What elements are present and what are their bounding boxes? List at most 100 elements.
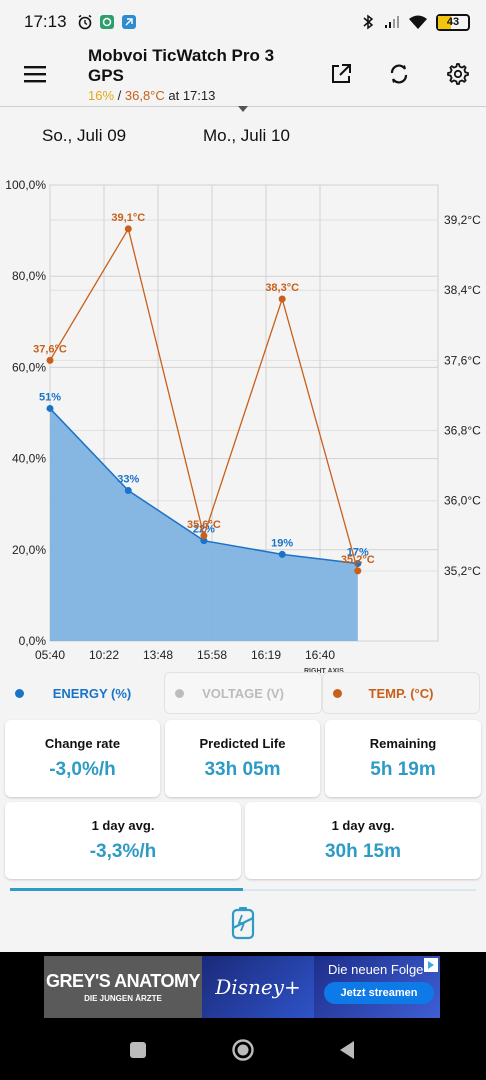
date-label-2[interactable]: Mo., Juli 10	[203, 126, 290, 145]
signal-icon	[385, 16, 399, 28]
back-button[interactable]	[333, 1036, 361, 1064]
energy-data-label: 51%	[39, 391, 61, 403]
legend-energy[interactable]: ENERGY (%)	[4, 672, 162, 714]
legend-temp-dot	[333, 688, 342, 698]
y-tick-left: 20,0%	[12, 543, 46, 557]
status-time: 17:13	[24, 12, 67, 31]
ad-brand-logo: Disney+	[215, 975, 301, 999]
legend-temp[interactable]: TEMP. (°C)	[322, 672, 480, 714]
x-tick: 16:19	[251, 648, 281, 662]
energy-data-label: 33%	[117, 474, 139, 486]
legend-energy-label: ENERGY (%)	[52, 685, 132, 701]
battery-tab-icon[interactable]	[230, 906, 256, 940]
back-icon	[340, 1041, 354, 1059]
recents-button[interactable]	[124, 1036, 152, 1064]
tab-indicator-active[interactable]	[10, 888, 243, 891]
date-label-1[interactable]: So., Juli 09	[42, 126, 127, 145]
device-title: Mobvoi TicWatch Pro 3 GPS	[88, 45, 275, 85]
page-tabs	[10, 888, 476, 892]
chart-svg: 100,0% 80,0% 60,0% 40,0% 20,0% 0,0% 39,2°C 38,4…	[5, 178, 481, 662]
status-notification-icons	[77, 14, 137, 30]
stat-label: 1 day avg.	[91, 818, 155, 833]
system-nav-bar	[0, 1020, 486, 1080]
battery-fill	[438, 15, 451, 29]
battery-level: 43	[446, 16, 460, 28]
open-external-button[interactable]	[312, 44, 370, 104]
temp-data-label: 37,6°C	[33, 343, 67, 355]
temp-data-label: 39,1°C	[111, 212, 145, 224]
energy-data-label: 19%	[271, 537, 293, 549]
y-tick-right: 36,8°C	[444, 424, 481, 438]
stat-label: Predicted Life	[199, 736, 286, 751]
energy-point	[46, 404, 54, 412]
x-tick: 05:40	[35, 648, 65, 662]
stat-value: 33h 05m	[204, 759, 281, 780]
ad-show-title: GREY'S ANATOMY	[46, 971, 200, 991]
x-tick: 15:58	[197, 648, 227, 662]
temp-point	[124, 225, 132, 233]
settings-button[interactable]	[428, 44, 486, 104]
stat-card-change-rate: Change rate -3,0%/h	[5, 720, 160, 797]
energy-point	[124, 487, 132, 495]
refresh-button[interactable]	[370, 44, 428, 104]
date-row: So., Juli 09 Mo., Juli 10	[0, 120, 486, 154]
stat-value: -3,0%/h	[49, 759, 116, 780]
wifi-icon	[409, 15, 427, 29]
home-button[interactable]	[229, 1036, 257, 1064]
ad-cta-button[interactable]: Jetzt streamen	[324, 982, 434, 1004]
legend-energy-dot	[15, 688, 24, 698]
gear-icon	[447, 63, 469, 85]
stat-card-day-avg-rate: 1 day avg. -3,3%/h	[5, 802, 241, 879]
battery-chart[interactable]: 100,0% 80,0% 60,0% 40,0% 20,0% 0,0% 39,2°C 38,4…	[0, 170, 486, 665]
app-notification-icon-2	[121, 15, 136, 29]
x-tick: 13:48	[143, 648, 173, 662]
temp-point	[200, 532, 208, 540]
x-tick: 10:22	[89, 648, 119, 662]
stat-card-remaining: Remaining 5h 19m	[325, 720, 481, 797]
x-tick: 16:40	[305, 648, 335, 662]
temp-data-label: 35,6°C	[187, 519, 221, 531]
ad-brand-panel: Disney+	[202, 956, 314, 1018]
ad-show-panel: GREY'S ANATOMY DIE JUNGEN ÄRZTE	[44, 956, 202, 1018]
title-block: Mobvoi TicWatch Pro 3 GPS 16% / 36,8°C a…	[70, 46, 312, 103]
y-tick-right: 38,4°C	[444, 283, 481, 297]
energy-point	[200, 537, 208, 545]
right-axis-note: RIGHT AXIS	[304, 668, 344, 675]
y-tick-right: 36,0°C	[444, 494, 481, 508]
y-tick-left: 40,0%	[12, 452, 46, 466]
y-tick-right: 39,2°C	[444, 213, 481, 227]
y-tick-right: 37,6°C	[444, 353, 481, 367]
timeline-marker	[238, 106, 248, 112]
ad-banner[interactable]: GREY'S ANATOMY DIE JUNGEN ÄRZTE Disney+ …	[44, 956, 440, 1018]
y-tick-left: 60,0%	[12, 360, 46, 374]
status-system-icons: 43	[360, 13, 470, 31]
adchoices-icon[interactable]	[424, 958, 438, 972]
y-tick-left: 80,0%	[12, 269, 46, 283]
ad-show-subtitle: DIE JUNGEN ÄRZTE	[84, 994, 162, 1003]
temp-data-label: 35,2°C	[341, 554, 375, 566]
energy-area	[50, 408, 358, 641]
chart-legend: RIGHT AXIS ENERGY (%) VOLTAGE (V) TEMP. …	[4, 668, 482, 714]
tab-indicator-inactive[interactable]	[243, 889, 476, 891]
stat-label: Change rate	[44, 736, 121, 751]
ad-cta-panel: Die neuen Folge Jetzt streamen	[314, 956, 440, 1018]
legend-voltage-dot	[175, 688, 184, 698]
menu-icon	[24, 66, 46, 83]
open-external-icon	[332, 64, 351, 83]
legend-voltage[interactable]: VOLTAGE (V)	[164, 672, 322, 714]
app-notification-icon	[99, 15, 114, 29]
bluetooth-icon	[363, 14, 374, 30]
y-tick-left: 0,0%	[19, 634, 47, 648]
stat-value: 30h 15m	[324, 841, 402, 862]
recents-icon	[130, 1042, 146, 1058]
refresh-icon	[390, 64, 408, 84]
energy-data-label: 22%	[193, 524, 215, 536]
battery-indicator: 43	[436, 13, 470, 31]
stat-card-day-avg-life: 1 day avg. 30h 15m	[245, 802, 481, 879]
alarm-icon	[78, 14, 92, 30]
ad-area: GREY'S ANATOMY DIE JUNGEN ÄRZTE Disney+ …	[0, 952, 486, 1020]
temp-point	[46, 356, 54, 364]
subtitle-time: at 17:13	[164, 87, 216, 103]
subtitle-percent: 16%	[88, 87, 115, 103]
menu-button[interactable]	[0, 44, 70, 104]
